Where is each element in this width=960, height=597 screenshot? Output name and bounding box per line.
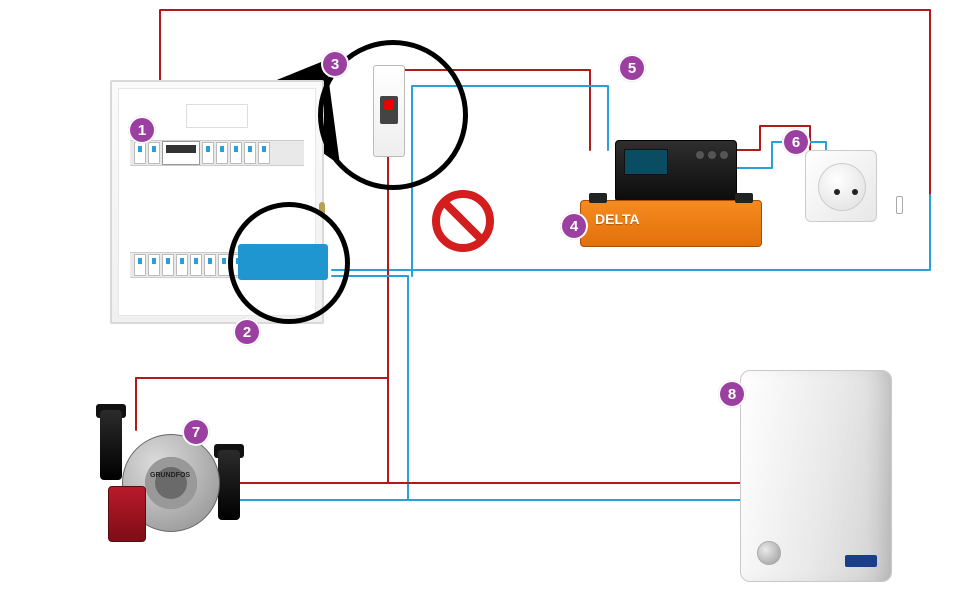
number-badge-2: 2 <box>233 318 261 346</box>
battery-brand-label: DELTA <box>595 211 640 227</box>
number-badge-7: 7 <box>182 418 210 446</box>
battery: DELTA <box>580 200 762 247</box>
wire-phase <box>238 378 388 483</box>
number-badge-4: 4 <box>560 212 588 240</box>
ups-inverter <box>615 140 737 202</box>
number-badge-5: 5 <box>618 54 646 82</box>
neutral-busbar <box>238 244 328 280</box>
pump-brand-label: GRUNDFOS <box>150 472 190 479</box>
number-badge-8: 8 <box>718 380 746 408</box>
wall-outlet <box>805 150 877 222</box>
gas-boiler <box>740 370 892 582</box>
number-badge-6: 6 <box>782 128 810 156</box>
number-badge-3: 3 <box>321 50 349 78</box>
circuit-breaker <box>373 65 405 157</box>
number-badge-1: 1 <box>128 116 156 144</box>
prohibition-icon <box>432 190 494 252</box>
circulation-pump: GRUNDFOS <box>100 410 240 550</box>
